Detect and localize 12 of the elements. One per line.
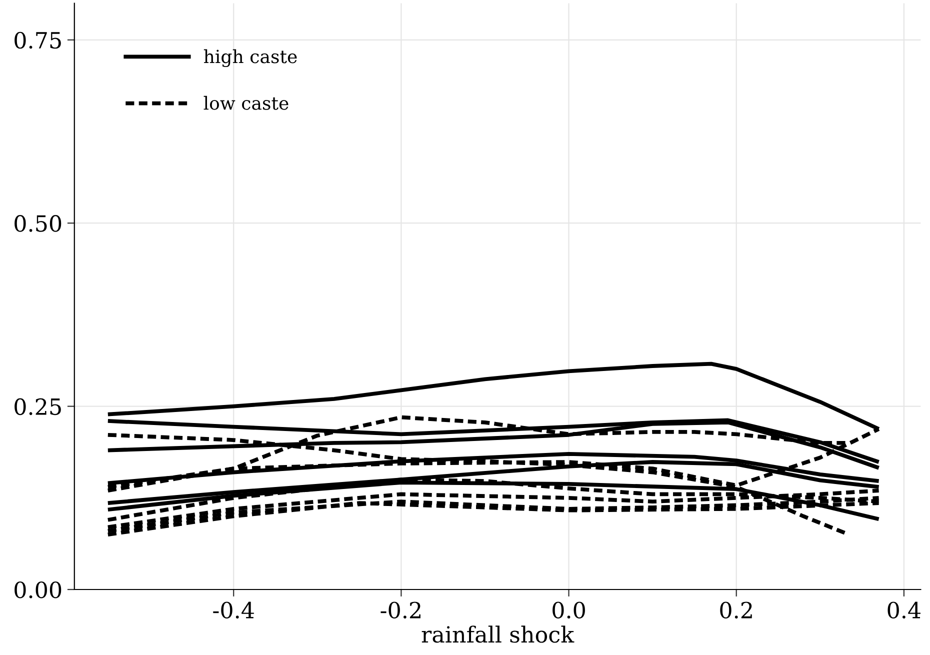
y-tick-label: 0.50 <box>14 215 62 232</box>
y-tick-label: 0.00 <box>14 581 62 598</box>
x-tick-label: 0.0 <box>552 602 585 619</box>
x-tick-label: -0.4 <box>213 602 254 619</box>
legend-label: low caste <box>204 96 288 110</box>
x-tick-label: 0.2 <box>720 602 752 619</box>
y-tick-label: 0.25 <box>14 398 61 416</box>
x-tick-label: -0.2 <box>380 602 420 619</box>
x-tick-label: 0.4 <box>888 602 920 619</box>
y-tick-label: 0.75 <box>14 32 61 49</box>
x-axis-title: rainfall shock <box>422 626 574 643</box>
legend-label: high caste <box>204 49 297 68</box>
